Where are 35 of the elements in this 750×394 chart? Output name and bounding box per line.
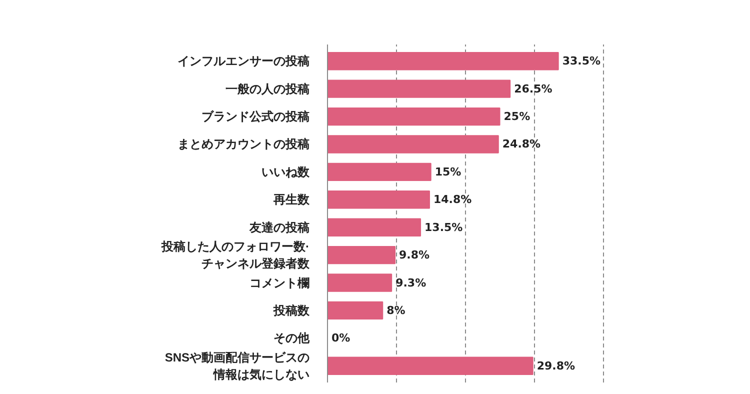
data-label: 29.8%	[536, 359, 576, 372]
bar	[328, 107, 500, 126]
bar	[328, 356, 534, 375]
data-label: 13.5%	[424, 220, 463, 234]
data-label: 25%	[504, 110, 530, 124]
bar	[328, 80, 511, 98]
y-tick-label: いいね数	[262, 164, 310, 179]
data-label: 26.5%	[514, 82, 552, 96]
y-tick-label: 投稿した人のフォロワー数·チャンネル登録者数	[160, 240, 310, 270]
y-tick-label: 再生数	[272, 192, 310, 207]
data-label: 8%	[386, 304, 406, 317]
bar	[328, 246, 396, 264]
y-tick-label: インフルエンサーの投稿	[178, 54, 310, 68]
bar	[328, 274, 392, 292]
bar	[328, 162, 432, 182]
y-tick-label: 友達の投稿	[248, 220, 310, 234]
data-label: 15%	[434, 165, 462, 178]
bar	[328, 190, 430, 209]
data-label: 9.3%	[396, 276, 426, 290]
data-label: 0%	[332, 332, 350, 345]
data-label: 24.8%	[502, 138, 541, 151]
y-tick-label: SNSや動画配信サービスの情報は気にしない	[164, 350, 310, 382]
data-label: 33.5%	[562, 54, 601, 68]
y-tick-label: 投稿数	[272, 303, 310, 318]
bar	[328, 52, 559, 70]
y-tick-label: ブランド公式の投稿	[202, 110, 310, 124]
y-tick-label: コメント欄	[250, 276, 310, 290]
data-label: 14.8%	[433, 193, 472, 206]
y-tick-label: 一般の人の投稿	[226, 82, 310, 96]
y-tick-label: その他	[274, 331, 310, 346]
bar	[328, 218, 422, 236]
bar	[328, 301, 384, 320]
data-label: 9.8%	[399, 248, 430, 262]
y-tick-label: まとめアカウントの投稿	[178, 137, 310, 152]
bar	[328, 135, 499, 154]
